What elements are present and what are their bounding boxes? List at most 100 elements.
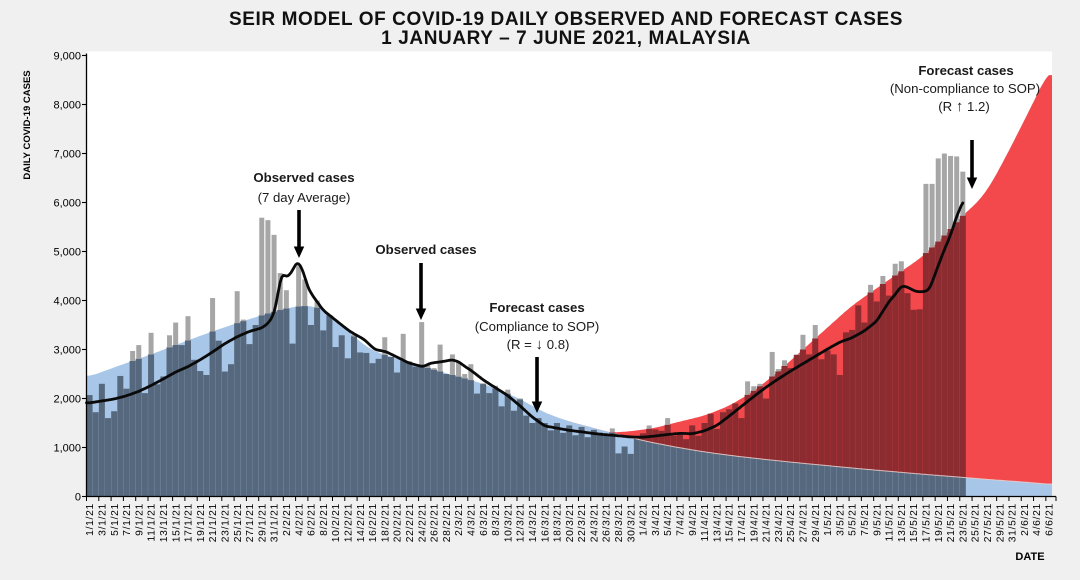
svg-text:13/5/21: 13/5/21 [897, 503, 908, 542]
svg-text:10/2/21: 10/2/21 [331, 503, 342, 542]
svg-text:23/1/21: 23/1/21 [221, 503, 232, 542]
svg-text:6/2/21: 6/2/21 [307, 503, 318, 536]
svg-text:2,000: 2,000 [53, 393, 81, 405]
svg-text:30/3/21: 30/3/21 [626, 503, 637, 542]
svg-text:25/4/21: 25/4/21 [786, 503, 797, 542]
svg-text:23/5/21: 23/5/21 [958, 503, 969, 542]
svg-text:(7 day Average): (7 day Average) [258, 190, 351, 205]
svg-text:5/4/21: 5/4/21 [663, 503, 674, 536]
svg-text:26/3/21: 26/3/21 [602, 503, 613, 542]
svg-text:27/1/21: 27/1/21 [245, 503, 256, 542]
svg-text:23/4/21: 23/4/21 [774, 503, 785, 542]
svg-text:21/1/21: 21/1/21 [208, 503, 219, 542]
svg-text:(Compliance to SOP): (Compliance to SOP) [475, 319, 600, 334]
svg-text:3/1/21: 3/1/21 [98, 503, 109, 536]
svg-text:13/1/21: 13/1/21 [159, 503, 170, 542]
svg-text:31/1/21: 31/1/21 [270, 503, 281, 542]
svg-text:28/2/21: 28/2/21 [442, 503, 453, 542]
svg-text:3,000: 3,000 [53, 344, 81, 356]
svg-text:6/3/21: 6/3/21 [479, 503, 490, 536]
svg-text:Forecast cases: Forecast cases [918, 63, 1013, 78]
svg-text:24/2/21: 24/2/21 [417, 503, 428, 542]
svg-text:6,000: 6,000 [53, 197, 81, 209]
svg-text:31/5/21: 31/5/21 [1008, 503, 1019, 542]
svg-text:7,000: 7,000 [53, 148, 81, 160]
svg-text:3/4/21: 3/4/21 [651, 503, 662, 536]
svg-text:4/6/21: 4/6/21 [1032, 503, 1043, 536]
svg-text:4/2/21: 4/2/21 [294, 503, 305, 536]
svg-text:7/1/21: 7/1/21 [122, 503, 133, 536]
svg-text:29/1/21: 29/1/21 [257, 503, 268, 542]
svg-text:19/5/21: 19/5/21 [934, 503, 945, 542]
svg-text:19/1/21: 19/1/21 [196, 503, 207, 542]
svg-text:9/4/21: 9/4/21 [688, 503, 699, 536]
svg-text:28/3/21: 28/3/21 [614, 503, 625, 542]
svg-text:21/4/21: 21/4/21 [762, 503, 773, 542]
svg-text:(Non-compliance to SOP): (Non-compliance to SOP) [890, 81, 1040, 96]
svg-text:11/1/21: 11/1/21 [147, 503, 158, 542]
svg-text:1/4/21: 1/4/21 [639, 503, 650, 536]
svg-text:4,000: 4,000 [53, 295, 81, 307]
svg-text:12/3/21: 12/3/21 [516, 503, 527, 542]
svg-text:2/6/21: 2/6/21 [1020, 503, 1031, 536]
svg-text:5/1/21: 5/1/21 [110, 503, 121, 536]
svg-text:11/4/21: 11/4/21 [700, 503, 711, 542]
svg-text:8,000: 8,000 [53, 99, 81, 111]
svg-text:DATE: DATE [1015, 551, 1044, 563]
svg-text:15/4/21: 15/4/21 [725, 503, 736, 542]
svg-text:9/1/21: 9/1/21 [134, 503, 145, 536]
svg-text:21/5/21: 21/5/21 [946, 503, 957, 542]
svg-text:18/3/21: 18/3/21 [553, 503, 564, 542]
svg-text:9/5/21: 9/5/21 [872, 503, 883, 536]
svg-text:5,000: 5,000 [53, 246, 81, 258]
svg-text:7/4/21: 7/4/21 [676, 503, 687, 536]
svg-text:25/1/21: 25/1/21 [233, 503, 244, 542]
svg-text:Observed cases: Observed cases [375, 242, 476, 257]
svg-text:16/2/21: 16/2/21 [368, 503, 379, 542]
svg-text:Observed cases: Observed cases [253, 170, 354, 185]
svg-text:1/1/21: 1/1/21 [85, 503, 96, 536]
svg-text:22/3/21: 22/3/21 [577, 503, 588, 542]
svg-text:27/4/21: 27/4/21 [799, 503, 810, 542]
svg-text:15/5/21: 15/5/21 [909, 503, 920, 542]
svg-text:DAILY COVID-19 CASES: DAILY COVID-19 CASES [22, 70, 33, 179]
svg-text:22/2/21: 22/2/21 [405, 503, 416, 542]
svg-text:25/5/21: 25/5/21 [971, 503, 982, 542]
svg-text:(R ↑ 1.2): (R ↑ 1.2) [938, 98, 989, 115]
svg-text:17/5/21: 17/5/21 [922, 503, 933, 542]
svg-text:SEIR MODEL OF COVID-19 DAILY O: SEIR MODEL OF COVID-19 DAILY OBSERVED AN… [229, 9, 903, 30]
svg-text:6/6/21: 6/6/21 [1045, 503, 1056, 536]
svg-text:18/2/21: 18/2/21 [380, 503, 391, 542]
svg-text:10/3/21: 10/3/21 [503, 503, 514, 542]
svg-text:15/1/21: 15/1/21 [171, 503, 182, 542]
svg-text:1/5/21: 1/5/21 [823, 503, 834, 536]
svg-text:8/2/21: 8/2/21 [319, 503, 330, 536]
svg-text:1,000: 1,000 [53, 442, 81, 454]
svg-text:19/4/21: 19/4/21 [749, 503, 760, 542]
svg-text:(R = ↓ 0.8): (R = ↓ 0.8) [507, 336, 570, 353]
svg-text:17/4/21: 17/4/21 [737, 503, 748, 542]
svg-text:17/1/21: 17/1/21 [184, 503, 195, 542]
svg-text:13/4/21: 13/4/21 [712, 503, 723, 542]
svg-text:20/3/21: 20/3/21 [565, 503, 576, 542]
svg-text:24/3/21: 24/3/21 [589, 503, 600, 542]
svg-text:8/3/21: 8/3/21 [491, 503, 502, 536]
svg-text:2/3/21: 2/3/21 [454, 503, 465, 536]
svg-text:5/5/21: 5/5/21 [848, 503, 859, 536]
svg-text:11/5/21: 11/5/21 [885, 503, 896, 542]
svg-text:2/2/21: 2/2/21 [282, 503, 293, 536]
svg-text:14/2/21: 14/2/21 [356, 503, 367, 542]
svg-text:Forecast cases: Forecast cases [489, 300, 584, 315]
svg-text:20/2/21: 20/2/21 [393, 503, 404, 542]
svg-text:29/4/21: 29/4/21 [811, 503, 822, 542]
svg-text:12/2/21: 12/2/21 [344, 503, 355, 542]
svg-text:0: 0 [75, 491, 81, 503]
svg-text:27/5/21: 27/5/21 [983, 503, 994, 542]
svg-text:29/5/21: 29/5/21 [995, 503, 1006, 542]
svg-text:7/5/21: 7/5/21 [860, 503, 871, 536]
svg-text:3/5/21: 3/5/21 [835, 503, 846, 536]
svg-text:4/3/21: 4/3/21 [467, 503, 478, 536]
svg-text:16/3/21: 16/3/21 [540, 503, 551, 542]
svg-text:26/2/21: 26/2/21 [430, 503, 441, 542]
svg-text:9,000: 9,000 [53, 50, 81, 62]
